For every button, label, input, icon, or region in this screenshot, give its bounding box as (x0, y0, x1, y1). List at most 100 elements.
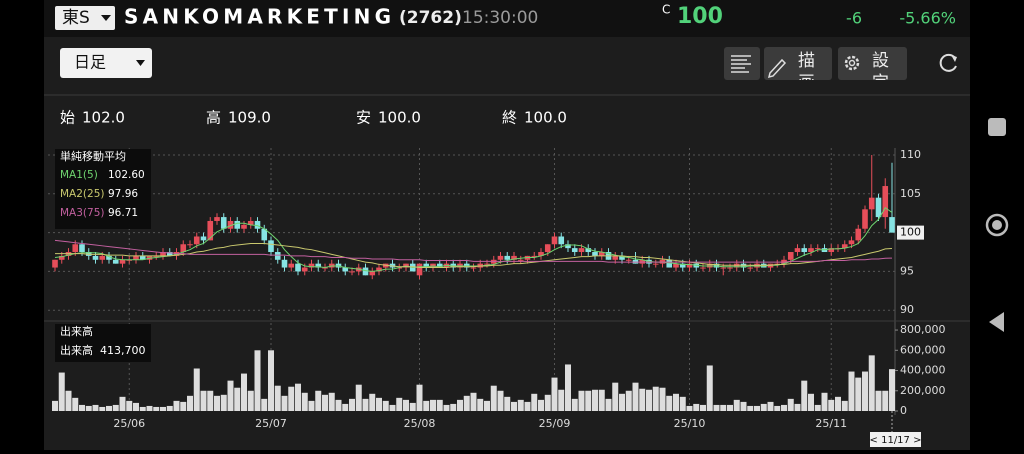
volume-bar (92, 404, 99, 411)
volume-bar (673, 393, 679, 411)
volume-bar (436, 399, 443, 411)
candle-body (787, 252, 794, 260)
candle-body (484, 263, 490, 265)
candle-body (828, 248, 835, 253)
candle-body (106, 255, 112, 260)
date-tag: < 11/17 > (870, 435, 922, 446)
y-tick-label: 800,000 (900, 323, 946, 336)
refresh-icon[interactable] (939, 53, 957, 72)
volume-bar (855, 377, 862, 411)
label-char: 描 (798, 51, 815, 71)
candle-body (598, 252, 605, 256)
volume-bar (835, 396, 841, 411)
volume-bar (787, 398, 794, 411)
candle-body (619, 255, 625, 260)
candle-body (187, 244, 193, 246)
candle-body (673, 263, 679, 268)
volume-bar (193, 368, 200, 411)
refresh-arrow (951, 55, 957, 62)
volume-bar (605, 398, 612, 411)
volume-bar (490, 385, 497, 411)
draw-button[interactable] (764, 47, 832, 80)
settings-button[interactable] (838, 47, 907, 80)
candle-body (801, 248, 808, 253)
candle-body (531, 255, 538, 257)
volume-bar (187, 395, 193, 411)
volume-bar (139, 406, 146, 411)
ma-line (54, 239, 893, 263)
volume-bar (382, 400, 389, 411)
volume-bar (740, 401, 747, 411)
volume-bar (369, 393, 376, 411)
volume-latest: 413,700 (100, 344, 146, 357)
volume-bar (578, 390, 585, 411)
candle-body (52, 259, 58, 268)
volume-bar (335, 399, 342, 411)
candle-body (565, 244, 571, 249)
y-tick-label: 110 (900, 148, 921, 161)
candle-body (612, 255, 619, 260)
nav-home[interactable] (985, 213, 1009, 237)
volume-bar (322, 394, 328, 411)
volume-bar (659, 387, 666, 411)
legend-name: MA3(75) (60, 207, 104, 219)
y-tick-label: 600,000 (900, 343, 946, 356)
candle-body (747, 267, 754, 269)
candle-body (855, 228, 862, 241)
candle-body (342, 267, 349, 272)
legend-box (55, 324, 151, 362)
candle-body (652, 263, 659, 265)
legend-value: 97.96 (108, 188, 138, 200)
volume-bar (612, 382, 619, 411)
candle-body (470, 267, 477, 269)
candle-body (376, 267, 382, 272)
candle-body (72, 244, 79, 253)
candle-body (180, 244, 187, 253)
volume-bar (592, 389, 598, 411)
volume-bar (342, 403, 349, 411)
nav-recents[interactable] (988, 118, 1006, 136)
volume-bar (598, 389, 605, 411)
volume-bar (619, 393, 625, 411)
volume-bar (848, 371, 855, 411)
candle-body (625, 259, 632, 261)
candle-body (679, 263, 686, 268)
legend-name: MA2(25) (60, 188, 104, 200)
volume-bar (463, 395, 470, 411)
candle-body (241, 224, 247, 229)
volume-bar (646, 389, 652, 411)
y-tick-label: 0 (900, 404, 907, 417)
volume-bar (868, 355, 875, 411)
volume-bar (767, 401, 774, 411)
candle-body (139, 255, 146, 260)
price: 100 (677, 4, 723, 29)
candle-body (227, 220, 234, 229)
volume-bar (511, 401, 517, 411)
draw-label-clip: 描画 (798, 51, 815, 80)
volume-bar (85, 405, 92, 411)
candle-body (349, 271, 355, 273)
settings-label-clip: 設定 (872, 51, 889, 93)
candle-body (686, 263, 693, 268)
volume-bar (207, 390, 214, 411)
period: 日足 (74, 53, 106, 72)
market-select[interactable] (55, 6, 115, 30)
label-char: 定 (872, 73, 889, 93)
volume-bar (679, 396, 686, 411)
volume-bar (133, 402, 139, 411)
volume-bar (794, 403, 801, 411)
volume-bar (403, 399, 409, 411)
candle-body (497, 255, 504, 260)
candle-body (274, 252, 281, 260)
nav-back[interactable] (989, 312, 1004, 332)
volume-bar (524, 401, 531, 411)
volume-label: 出来高 (60, 343, 93, 357)
legend-box (55, 149, 151, 229)
volume-bar (747, 405, 754, 411)
volume-bar (362, 398, 369, 411)
volume-bar (450, 403, 457, 411)
period-select[interactable] (60, 48, 152, 78)
volume-bar (200, 390, 207, 411)
volume-bar (517, 399, 524, 411)
